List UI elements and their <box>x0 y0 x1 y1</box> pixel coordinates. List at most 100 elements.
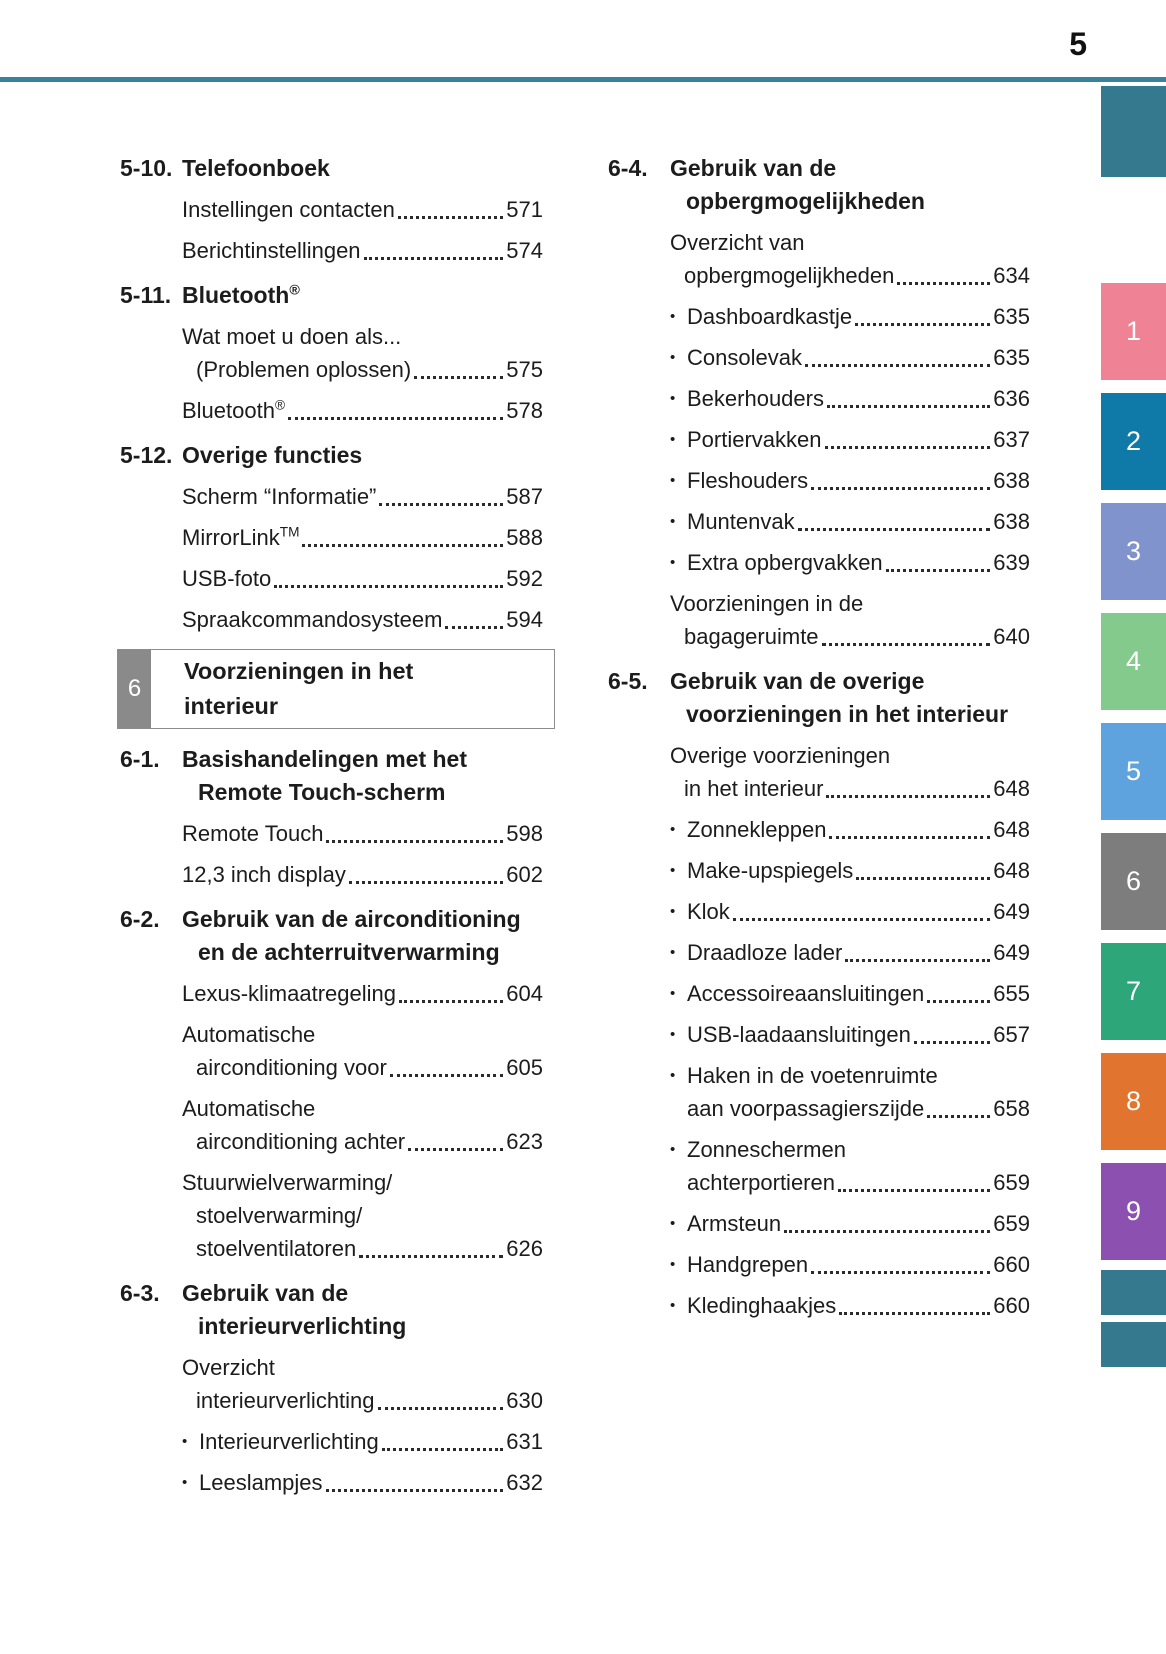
toc-entry-label: Remote Touch <box>182 821 324 846</box>
toc-heading-line: Gebruik van de overige <box>670 668 925 694</box>
side-tab-8: 8 <box>1101 1053 1166 1150</box>
toc-page-number: 638 <box>993 468 1030 493</box>
toc-line: • Interieurverlichting 631 <box>182 1425 543 1458</box>
toc-line: Instellingen contacten 571 <box>182 193 543 226</box>
toc-heading-line: Overige functies <box>182 442 363 468</box>
toc-page-number: 635 <box>993 304 1030 329</box>
toc-page-number: 587 <box>506 484 543 509</box>
side-tab-7: 7 <box>1101 943 1166 1040</box>
toc-entry: • Haken in de voetenruimte aan voorpassagi… <box>608 1059 1030 1125</box>
toc-line: achterportieren 659 <box>687 1166 1030 1199</box>
dot-leader <box>826 405 991 408</box>
chapter-banner: 6 Voorzieningen in het interieur <box>117 649 555 729</box>
toc-line: • Accessoireaansluitingen 655 <box>670 977 1030 1010</box>
toc-page-number: 623 <box>506 1129 543 1154</box>
toc-entry-label: Armsteun <box>687 1211 782 1236</box>
toc-line: • Kledinghaakjes 660 <box>670 1289 1030 1322</box>
toc-section-heading: 6-2. Gebruik van de airconditioning en de… <box>120 903 543 969</box>
bullet-icon: • <box>670 1256 676 1273</box>
bullet-icon: • <box>670 944 676 961</box>
toc-column-right: 6-4. Gebruik van de opbergmogelijkheden Ov… <box>608 140 1030 1322</box>
dot-leader <box>377 1407 504 1410</box>
toc-heading-line: interieurverlichting <box>198 1313 407 1339</box>
dot-leader <box>732 918 991 921</box>
toc-entry-label: 12,3 inch display <box>182 862 346 887</box>
dot-leader <box>811 487 991 490</box>
toc-entry-label: stoelventilatoren <box>196 1236 357 1261</box>
toc-heading-line: Gebruik van de <box>182 1280 349 1306</box>
toc-line: interieurverlichting 630 <box>196 1384 543 1417</box>
toc-line: • Dashboardkastje 635 <box>670 300 1030 333</box>
toc-entry: • USB-laadaansluitingen 657 <box>608 1018 1030 1051</box>
tab-number: 8 <box>1125 1086 1142 1116</box>
toc-section-heading: 5-10. Telefoonboek <box>120 152 543 185</box>
toc-page-number: 648 <box>993 776 1030 801</box>
toc-entry-label: Overige voorzieningen <box>670 743 891 768</box>
toc-entry-label: Accessoireaansluitingen <box>687 981 925 1006</box>
dot-leader <box>829 836 991 839</box>
dot-leader <box>389 1074 504 1077</box>
toc-entry-label: aan voorpassagierszijde <box>687 1096 925 1121</box>
toc-line: • Consolevak 635 <box>670 341 1030 374</box>
toc-entry: USB-foto 592 <box>120 562 543 595</box>
dot-leader <box>414 376 504 379</box>
toc-entry: MirrorLinkTM 588 <box>120 521 543 554</box>
toc-line: MirrorLinkTM 588 <box>182 521 543 554</box>
toc-section-heading: 5-12. Overige functies <box>120 439 543 472</box>
toc-line: Remote Touch 598 <box>182 817 543 850</box>
toc-line: Scherm “Informatie” 587 <box>182 480 543 513</box>
toc-entry: • Klok 649 <box>608 895 1030 928</box>
dot-leader <box>897 282 991 285</box>
toc-entry-label: Voorzieningen in de <box>670 591 864 616</box>
toc-line: • Draadloze lader 649 <box>670 936 1030 969</box>
toc-entry: • Dashboardkastje 635 <box>608 300 1030 333</box>
toc-page-number: 659 <box>993 1211 1030 1236</box>
side-tab-9: 9 <box>1101 1163 1166 1260</box>
toc-line: bagageruimte 640 <box>684 620 1030 653</box>
toc-line: stoelventilatoren 626 <box>196 1232 543 1265</box>
toc-page-number: 626 <box>506 1236 543 1261</box>
toc-page-number: 658 <box>993 1096 1030 1121</box>
bullet-icon: • <box>670 1215 676 1232</box>
dot-leader <box>325 1489 504 1492</box>
toc-entry: Overige voorzieningen in het interieur 648 <box>608 739 1030 805</box>
toc-line: Lexus-klimaatregeling 604 <box>182 977 543 1010</box>
section-number: 5-10. <box>120 155 173 181</box>
superscript-mark: ® <box>289 282 300 299</box>
dot-leader <box>359 1255 504 1258</box>
toc-heading-line: opbergmogelijkheden <box>686 188 925 214</box>
section-number: 5-12. <box>120 442 173 468</box>
toc-line: (Problemen oplossen) 575 <box>196 353 543 386</box>
toc-section-heading: 6-1. Basishandelingen met het Remote Touc… <box>120 743 543 809</box>
bullet-icon: • <box>670 985 676 1002</box>
bullet-icon: • <box>670 431 676 448</box>
toc-line: Overige voorzieningen <box>670 739 1030 772</box>
toc-page-number: 604 <box>506 981 543 1006</box>
dot-leader <box>821 643 991 646</box>
tab-number: 1 <box>1125 316 1142 346</box>
dot-leader <box>927 1000 991 1003</box>
dot-leader <box>811 1271 991 1274</box>
toc-page-number: 574 <box>506 238 543 263</box>
toc-entry-label: bagageruimte <box>684 624 819 649</box>
header-rule <box>0 77 1166 82</box>
toc-entry-label: stoelverwarming/ <box>196 1203 363 1228</box>
toc-line: • Handgrepen 660 <box>670 1248 1030 1281</box>
toc-heading-line: Gebruik van de airconditioning <box>182 906 521 932</box>
toc-line: stoelverwarming/ <box>196 1199 543 1232</box>
dot-leader <box>379 503 504 506</box>
toc-line: Stuurwielverwarming/ <box>182 1166 543 1199</box>
toc-entry-label: Haken in de voetenruimte <box>687 1063 938 1088</box>
toc-page-number: 640 <box>993 624 1030 649</box>
toc-page-number: 648 <box>993 817 1030 842</box>
toc-page-number: 578 <box>506 398 543 423</box>
toc-entry-label: Stuurwielverwarming/ <box>182 1170 393 1195</box>
toc-entry-label: Berichtinstellingen <box>182 238 361 263</box>
toc-entry-label: Muntenvak <box>687 509 795 534</box>
toc-entry: Instellingen contacten 571 <box>120 193 543 226</box>
toc-entry-label: USB-foto <box>182 566 272 591</box>
toc-entry-label: opbergmogelijkheden <box>684 263 895 288</box>
toc-entry: Stuurwielverwarming/stoelverwarming/stoe… <box>120 1166 543 1265</box>
toc-line: opbergmogelijkheden 634 <box>684 259 1030 292</box>
